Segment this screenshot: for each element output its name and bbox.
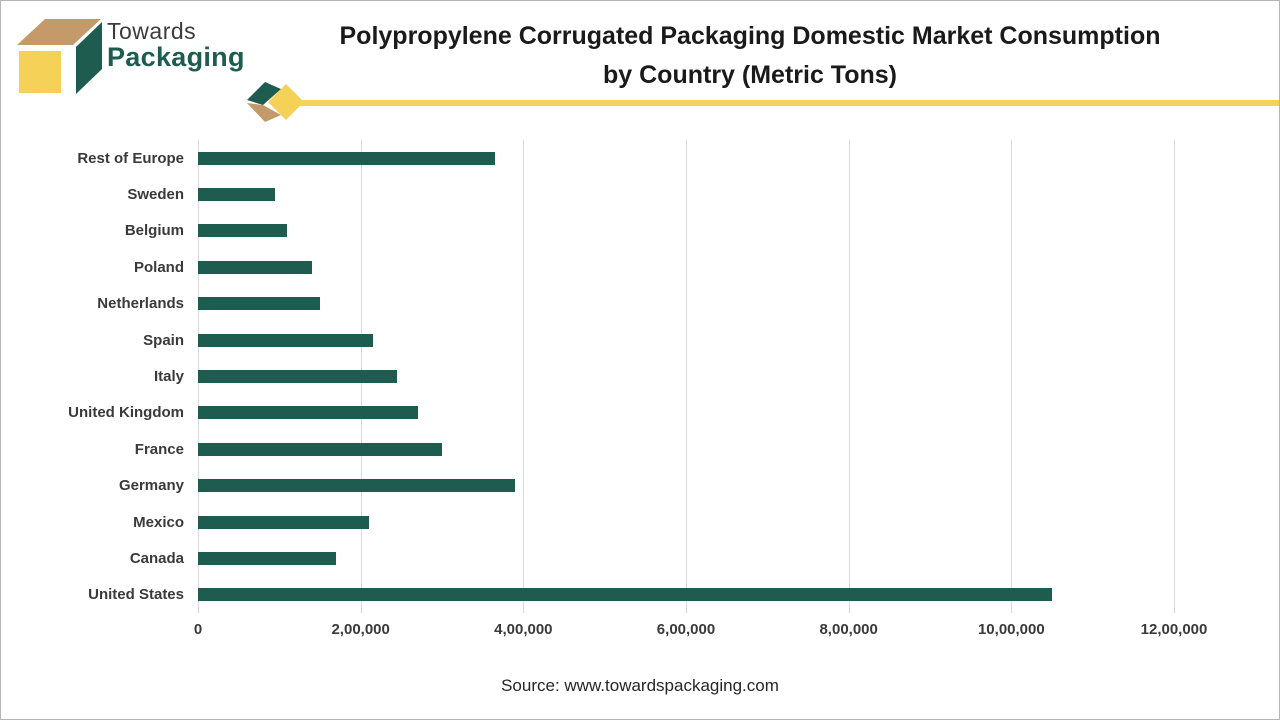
category-label: Spain [143, 331, 184, 349]
logo-word-towards: Towards [107, 18, 197, 44]
x-tick-label: 4,00,000 [494, 621, 553, 638]
chart-title: Polypropylene Corrugated Packaging Domes… [231, 17, 1269, 95]
logo-word-packaging: Packaging [107, 42, 245, 73]
category-label: Belgium [124, 222, 184, 240]
x-tick-label: 6,00,000 [656, 621, 716, 638]
bar [198, 333, 373, 347]
bar [198, 188, 276, 202]
title-underline-accent [300, 100, 1279, 106]
gridline [848, 140, 850, 613]
bar [198, 297, 320, 311]
bar [198, 151, 495, 165]
gridline [1011, 140, 1013, 613]
category-label: Poland [133, 258, 184, 276]
category-label: Rest of Europe [77, 149, 184, 167]
y-axis-labels: Rest of Europe Sweden Belgium Poland Netherl… [1, 140, 184, 613]
category-label: Germany [118, 477, 184, 495]
plot-area [198, 140, 1175, 613]
x-tick-label: 8,00,000 [819, 621, 878, 638]
x-tick-label: 2,00,000 [331, 621, 390, 638]
category-label: France [134, 440, 184, 458]
bar [198, 406, 418, 420]
gridline [686, 140, 687, 613]
category-label: United States [88, 586, 184, 604]
towards-packaging-logo: Towards Packaging [15, 13, 245, 99]
category-label: Italy [153, 367, 184, 385]
category-label: Netherlands [97, 295, 184, 313]
x-tick-label: 10,00,000 [977, 621, 1045, 638]
bar [198, 224, 288, 238]
bar [198, 442, 442, 456]
category-label: United Kingdom [68, 404, 184, 422]
x-tick-label: 12,00,000 [1140, 621, 1208, 638]
bar [198, 260, 312, 274]
category-label: Mexico [133, 513, 184, 531]
category-label: Canada [129, 549, 184, 567]
bar [198, 370, 398, 383]
bar [198, 479, 516, 493]
logo-cube-icon [17, 19, 102, 94]
gridline [523, 140, 525, 613]
chart-title-line2: by Country (Metric Tons) [603, 61, 897, 89]
category-label: Sweden [127, 186, 184, 204]
diamond-accent-icon [247, 82, 304, 122]
x-tick-label: 0 [193, 621, 203, 638]
chart-title-line1: Polypropylene Corrugated Packaging Domes… [339, 22, 1161, 50]
bar [198, 588, 1052, 602]
gridline [1174, 140, 1175, 613]
bar [198, 551, 337, 565]
source-caption: Source: www.towardspackaging.com [501, 676, 779, 695]
bar [198, 515, 369, 529]
x-axis-ticks: 0 2,00,000 4,00,000 6,00,000 8,00,000 10,00,0… [194, 621, 1208, 645]
